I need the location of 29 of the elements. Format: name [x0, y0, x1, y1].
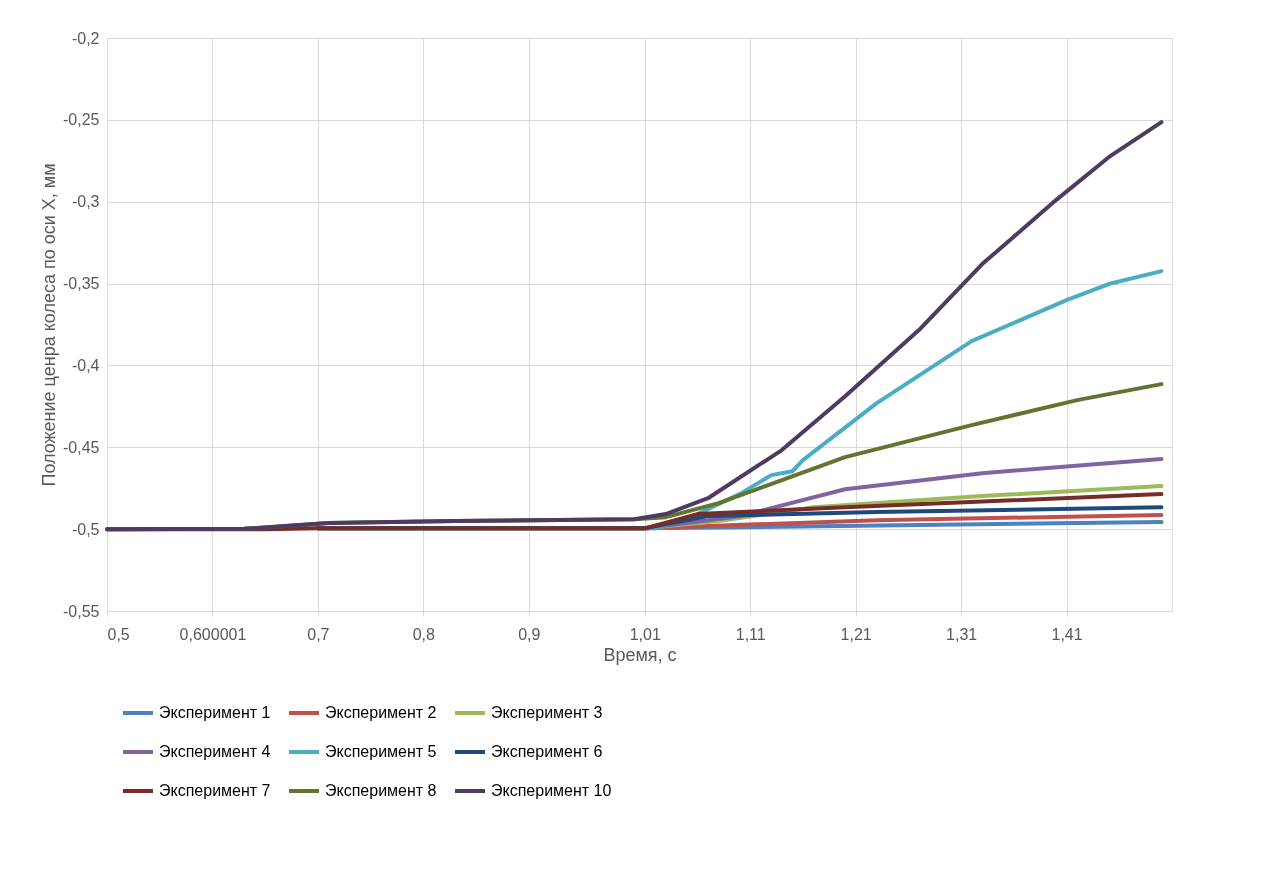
legend-label: Эксперимент 1	[159, 704, 271, 721]
y-tick-label: -0,55	[63, 602, 100, 620]
y-tick-label: -0,25	[63, 111, 100, 129]
x-tick-label: 0,9	[518, 625, 541, 643]
x-tick-label: 0,8	[412, 625, 436, 643]
y-tick-label: -0,35	[63, 275, 100, 293]
y-tick-label: -0,5	[71, 520, 100, 538]
x-axis-title: Время, с	[603, 644, 677, 665]
y-tick-label: -0,3	[71, 193, 100, 211]
x-tick-label: 0,600001	[179, 625, 247, 643]
y-tick-label: -0,45	[63, 438, 100, 456]
x-tick-label: 1,01	[629, 625, 661, 643]
x-tick-label: 1,41	[1051, 625, 1083, 643]
y-axis-title: Положение ценра колеса по оси X, мм	[39, 163, 60, 487]
legend-label: Эксперимент 6	[491, 743, 603, 760]
x-tick-label: 1,31	[946, 625, 978, 643]
legend-label: Эксперимент 3	[491, 704, 603, 721]
legend-label: Эксперимент 10	[491, 782, 612, 799]
y-tick-label: -0,2	[71, 29, 100, 47]
legend-label: Эксперимент 4	[159, 743, 271, 760]
x-tick-label: 1,11	[735, 625, 766, 643]
legend-label: Эксперимент 2	[325, 704, 437, 721]
x-tick-label: 1,21	[840, 625, 872, 643]
legend-label: Эксперимент 7	[159, 782, 271, 799]
legend-label: Эксперимент 5	[325, 743, 437, 760]
legend-label: Эксперимент 8	[325, 782, 437, 799]
x-tick-label: 0,5	[107, 625, 130, 643]
y-tick-label: -0,4	[71, 356, 100, 374]
x-tick-label: 0,7	[307, 625, 330, 643]
